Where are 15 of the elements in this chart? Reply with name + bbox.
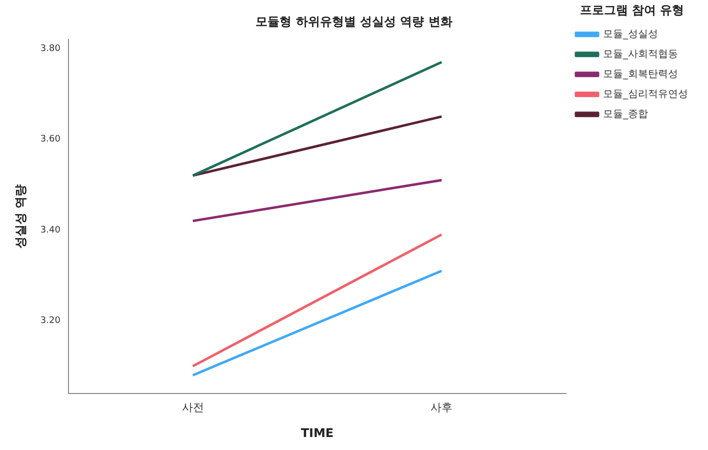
y-tick-label: 3.20	[40, 316, 61, 326]
y-tick-label: 3.40	[40, 225, 61, 236]
y-tick-label: 3.60	[40, 134, 61, 145]
legend-label: 모듈_심리적유연성	[603, 88, 688, 100]
x-axis-title: TIME	[300, 426, 334, 440]
x-tick-label: 사후	[430, 400, 453, 414]
legend-title: 프로그램 참여 유형	[580, 3, 684, 18]
legend-label: 모듈_사회적협동	[603, 48, 678, 60]
y-tick-label: 3.80	[40, 44, 61, 54]
chart-title: 모듈형 하위유형별 성실성 역량 변화	[256, 14, 452, 28]
legend-label: 모듈_종합	[603, 108, 648, 120]
legend-label: 모듈_회복탄력성	[603, 68, 678, 80]
legend-label: 모듈_성실성	[603, 28, 658, 40]
x-tick-label: 사전	[182, 400, 204, 414]
y-axis-title: 성실성 역량	[13, 184, 28, 248]
